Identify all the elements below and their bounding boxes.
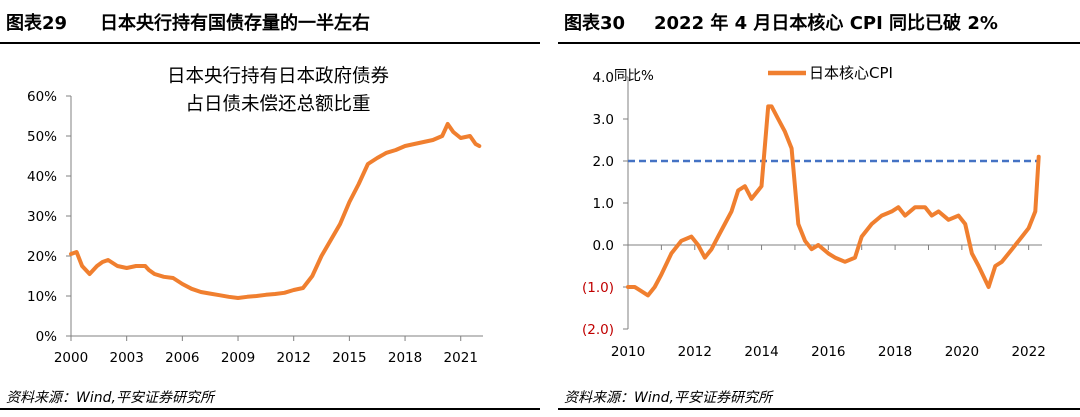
figure-29-title: 日本央行持有国债存量的一半左右: [100, 13, 370, 34]
x-tick-label: 2021: [444, 350, 478, 366]
chart-title-line-2: 占日债未偿还总额比重: [185, 94, 370, 115]
figure-29-panel: 图表29 日本央行持有国债存量的一半左右 日本央行持有日本政府债券 占日债未偿还…: [0, 0, 540, 410]
figure-30-header: 图表30 2022 年 4 月日本核心 CPI 同比已破 2%: [558, 0, 1080, 44]
y-tick-label: (1.0): [582, 280, 614, 296]
y-axis-label: 同比%: [614, 68, 654, 84]
x-tick-label: 2012: [678, 344, 712, 360]
x-tick-label: 2022: [1011, 344, 1045, 360]
y-tick-label: 40%: [27, 169, 57, 185]
y-tick-label: (2.0): [582, 322, 614, 338]
y-tick-label: 2.0: [593, 154, 614, 170]
chart-title-line-1: 日本央行持有日本政府债券: [167, 66, 390, 87]
x-tick-label: 2018: [388, 350, 422, 366]
figure-30-number: 图表30: [564, 13, 626, 34]
x-tick-label: 2014: [744, 344, 778, 360]
y-tick-label: 0.0: [593, 238, 614, 254]
x-tick-label: 2012: [277, 350, 311, 366]
y-tick-label: 60%: [27, 89, 57, 105]
y-tick-label: 0%: [36, 329, 58, 345]
x-tick-label: 2009: [221, 350, 255, 366]
x-tick-label: 2016: [811, 344, 845, 360]
figure-30-source: 资料来源：Wind,平安证券研究所: [564, 390, 772, 406]
figure-29-footer-rule: [0, 408, 540, 410]
x-tick-label: 2020: [945, 344, 979, 360]
boj-share-line: [69, 122, 482, 300]
figure-29-source: 资料来源：Wind,平安证券研究所: [6, 390, 214, 406]
y-tick-label: 50%: [27, 129, 57, 145]
y-tick-label: 20%: [27, 249, 57, 265]
core-cpi-line: [626, 104, 1041, 298]
figure-29-header: 图表29 日本央行持有国债存量的一半左右: [0, 0, 540, 44]
figure-30-panel: 图表30 2022 年 4 月日本核心 CPI 同比已破 2% 同比% 日本核心…: [558, 0, 1080, 417]
x-tick-label: 2018: [878, 344, 912, 360]
legend-label: 日本核心CPI: [809, 64, 893, 82]
figure-29-number: 图表29: [6, 13, 68, 34]
x-tick-label: 2010: [611, 344, 645, 360]
y-tick-label: 4.0: [593, 70, 614, 86]
y-tick-label: 3.0: [593, 112, 614, 128]
x-tick-label: 2000: [54, 350, 88, 366]
figure-30-title: 2022 年 4 月日本核心 CPI 同比已破 2%: [654, 13, 998, 34]
figure-29-chart: 日本央行持有日本政府债券 占日债未偿还总额比重 0% 10% 20% 30% 40% 50…: [27, 66, 483, 366]
x-tick-label: 2003: [109, 350, 143, 366]
x-tick-label: 2006: [165, 350, 199, 366]
figure-30-chart: 同比% 日本核心CPI (2.0) (1.0) 0.0 1.0 2.0 3.0 4.0 201…: [582, 64, 1046, 360]
figure-30-footer-rule: [558, 408, 1080, 410]
y-tick-label: 10%: [27, 289, 57, 305]
y-tick-label: 1.0: [593, 196, 614, 212]
x-tick-label: 2015: [332, 350, 366, 366]
y-tick-label: 30%: [27, 209, 57, 225]
